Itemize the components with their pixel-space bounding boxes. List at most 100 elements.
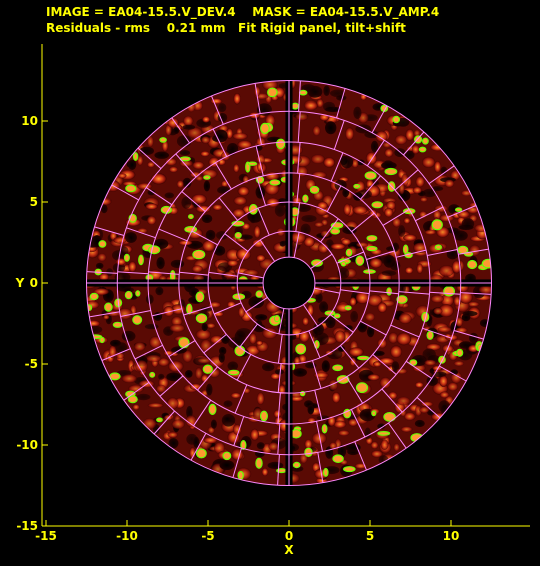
residual-blob [185,415,197,427]
residual-blob [453,360,465,367]
residual-blob [195,175,204,182]
contour-blob [343,408,352,419]
panel-spoke [101,348,131,361]
residual-blob [315,292,323,303]
y-tick-label: 0 [30,276,38,290]
contour-blob [467,259,478,270]
panel-spoke [372,354,397,375]
contour-blob [159,137,167,143]
contour-blob [431,219,443,231]
contour-blob [195,313,208,324]
residual-blob [218,103,227,113]
contour-blob [295,343,307,355]
panel-spoke [330,152,344,182]
contour-blob [203,175,211,180]
panel-spoke [278,308,285,334]
residual-blob [233,163,240,173]
residual-blob [325,121,337,135]
panel-spoke [111,184,139,201]
residual-blob [438,400,451,413]
panel-spoke [277,423,281,455]
panel-spoke [255,114,262,145]
residual-blob [103,314,110,320]
residual-blob [432,365,443,371]
residual-blob [333,420,347,429]
panel-spoke [460,292,492,295]
panel-spoke [255,145,264,177]
residual-blob [302,316,309,326]
panel-spoke [208,271,238,277]
residual-blob [124,232,137,243]
panel-spoke [350,409,366,438]
residual-blob [147,402,164,408]
residual-blob [227,143,239,154]
panel-spoke [145,187,173,206]
residual-blob [232,132,248,140]
residual-blob [201,136,211,144]
residual-blob [122,287,135,293]
residual-blob [344,325,353,331]
panel-spoke [259,239,276,262]
residual-blob [142,418,157,430]
contour-blob [311,259,323,267]
panel-spoke [416,397,441,419]
residual-blob [369,258,383,269]
panel-spoke [295,202,301,232]
contour-blob [124,290,133,300]
contour-blob [396,295,408,304]
residual-blob [201,374,209,383]
residual-blob [367,294,383,307]
residual-blob [169,324,185,333]
panel-spoke [387,422,407,449]
residual-blob [390,345,403,359]
contour-blob [383,412,396,422]
panel-spoke [257,208,270,236]
residual-blob [393,443,400,452]
contour-blob [125,184,137,193]
panel-spoke [256,177,266,206]
contour-blob [237,470,244,480]
residual-blob [317,201,328,210]
x-tick-label: 10 [443,529,460,543]
panel-spoke [415,206,444,222]
residual-blob [202,116,211,123]
panel-spoke [158,228,188,242]
residual-blob [403,217,411,224]
residual-blob [415,381,424,388]
residual-blob [330,243,346,250]
panel-spoke [428,165,455,185]
residual-blob [147,161,155,168]
residual-blob [192,161,205,170]
residual-blob [394,134,408,145]
residual-blob [431,186,444,192]
residual-blob [345,127,354,141]
contour-blob [321,424,328,434]
contour-blob [195,291,205,303]
panel-spoke [398,291,430,295]
residual-blob [398,225,406,237]
contour-blob [371,201,384,209]
residual-blob [446,249,459,260]
residual-blob [447,382,459,392]
panel-spoke [183,306,212,316]
panel-spoke [312,360,322,389]
residual-blob [156,384,167,393]
panel-spoke [458,248,489,255]
residual-blob [434,160,442,173]
residual-blob [307,85,323,98]
residual-blob [166,397,179,410]
contour-blob [178,337,190,349]
contour-blob [184,225,198,233]
residual-blob [267,461,284,469]
residual-blob [171,316,183,327]
residual-blob [106,268,113,277]
contour-blob [138,254,144,266]
residual-blob [87,325,103,334]
residual-blob [99,273,109,281]
residual-blob [237,140,252,149]
residual-blob [227,259,239,267]
panel-spoke [308,330,321,358]
residual-blob [149,336,162,349]
residual-blob [413,129,421,137]
